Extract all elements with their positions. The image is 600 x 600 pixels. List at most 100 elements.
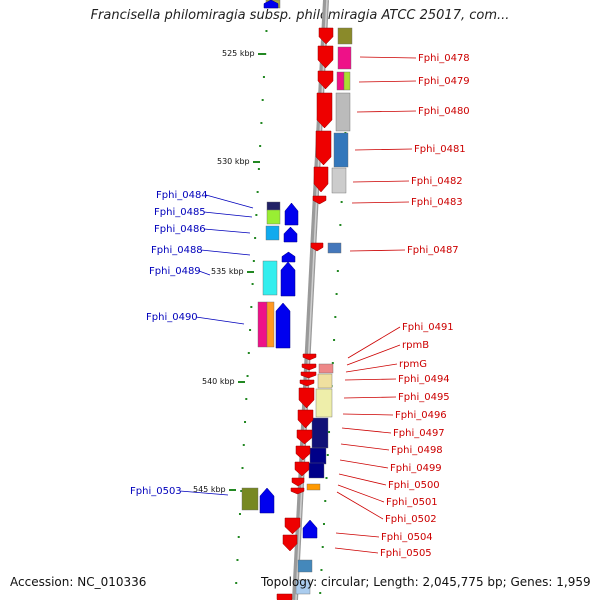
scale-tick-label: 545 kbp <box>193 485 226 494</box>
forward-gene-arrow <box>296 429 313 445</box>
gene-label-left: Fphi_0503 <box>130 486 182 497</box>
gene-label-right: Fphi_0491 <box>402 322 454 333</box>
leader-line <box>342 413 394 416</box>
ruler-dot <box>252 260 255 262</box>
ruler-dot <box>340 201 343 203</box>
forward-gene-arrow <box>284 517 301 535</box>
gene-labels: Fphi_0478 Fphi_0479 Fphi_0480 Fphi_0481 Fphi… <box>130 53 470 559</box>
ruler-dot <box>242 444 245 446</box>
ruler-dot <box>335 293 338 295</box>
accession-text: Accession: NC_010336 <box>10 575 147 589</box>
ruler-dot <box>246 375 249 377</box>
ruler-dot <box>261 99 264 101</box>
cog-block <box>327 242 342 254</box>
forward-gene-arrow <box>318 27 334 45</box>
ruler-dot <box>241 467 244 469</box>
leader-line <box>343 396 397 399</box>
forward-gene-arrow <box>298 387 315 409</box>
ruler-dot <box>245 398 248 400</box>
ruler-dot <box>236 559 239 561</box>
forward-gene-arrow <box>317 45 334 69</box>
gene-label-right: Fphi_0487 <box>407 245 459 256</box>
leader-line <box>203 228 251 234</box>
ruler-dot <box>336 270 339 272</box>
forward-gene-arrow <box>290 487 305 495</box>
gene-label-right: Fphi_0480 <box>418 106 470 117</box>
leader-line <box>356 110 417 113</box>
ruler-dot <box>247 352 250 354</box>
gene-label-right: Fphi_0482 <box>411 176 463 187</box>
scale-tick-mark <box>229 489 236 491</box>
cog-block <box>337 27 353 45</box>
forward-gene-arrow <box>282 534 298 552</box>
ruler-dot <box>328 431 331 433</box>
leader-line <box>351 201 410 204</box>
leader-line <box>346 344 401 366</box>
ruler-dot <box>251 283 254 285</box>
cog-block <box>266 209 281 225</box>
ruler-dot <box>257 168 260 170</box>
gene-label-left: Fphi_0485 <box>154 207 206 218</box>
leader-line <box>337 484 385 503</box>
gene-label-right: Fphi_0494 <box>398 374 450 385</box>
leader-line <box>338 473 387 486</box>
ruler-dot <box>319 592 322 594</box>
scale-ticks: 525 kbp 530 kbp 535 kbp 540 kbp 545 kbp <box>193 49 265 494</box>
gene-label-right: Fphi_0483 <box>411 197 463 208</box>
cog-block <box>336 71 345 91</box>
leader-line <box>358 80 417 83</box>
leader-line <box>200 249 251 256</box>
cog-block <box>257 301 268 348</box>
cog-color-blocks <box>241 0 353 595</box>
map-title: Francisella philomiragia subsp. philomir… <box>90 8 510 23</box>
ruler-dot <box>339 224 342 226</box>
ruler-dot <box>238 513 241 515</box>
ruler-dot <box>262 76 265 78</box>
ruler-dot <box>264 53 267 55</box>
ruler-dot <box>249 329 252 331</box>
cog-block <box>309 447 327 465</box>
cog-block <box>295 579 311 595</box>
cog-block <box>343 71 351 91</box>
leader-line <box>336 491 384 520</box>
gene-label-right: Fphi_0502 <box>385 514 437 525</box>
forward-gene-arrow <box>317 70 334 90</box>
cog-block <box>337 46 352 70</box>
forward-gene-arrow <box>299 379 315 387</box>
ruler-dot <box>256 191 259 193</box>
leader-line <box>339 459 389 469</box>
leader-line <box>179 490 229 496</box>
forward-gene-arrow <box>316 92 333 129</box>
cog-block <box>297 559 313 573</box>
reverse-gene-arrow <box>275 302 291 349</box>
genome-backbone <box>292 0 329 600</box>
cog-block <box>333 132 349 168</box>
cog-block <box>262 260 278 296</box>
forward-gene-arrow <box>294 461 310 477</box>
ruler-dot <box>322 523 325 525</box>
reverse-gene-arrow <box>263 0 279 9</box>
leader-line <box>359 56 417 59</box>
reverse-gene-arrow <box>302 519 318 539</box>
gene-label-right: Fphi_0478 <box>418 53 470 64</box>
ruler-dot <box>333 339 336 341</box>
ruler-dot <box>244 421 247 423</box>
gene-label-right: rpmG <box>399 359 427 370</box>
gene-label-right: Fphi_0481 <box>414 144 466 155</box>
scale-tick-label: 525 kbp <box>222 49 255 58</box>
gene-label-left: Fphi_0486 <box>154 224 206 235</box>
gene-label-left: Fphi_0490 <box>146 312 198 323</box>
leader-line <box>354 148 413 151</box>
forward-gene-arrow <box>300 371 317 379</box>
cog-block <box>311 417 329 449</box>
leader-line <box>205 194 254 209</box>
leader-line <box>344 378 397 381</box>
cog-block <box>317 373 333 389</box>
leader-line <box>340 443 390 451</box>
topology-text: Topology: circular; Length: 2,045,775 bp… <box>261 575 591 589</box>
forward-gene-arrow <box>302 353 317 361</box>
gene-label-right: Fphi_0479 <box>418 76 470 87</box>
ruler-dot <box>324 500 327 502</box>
scale-tick-label: 535 kbp <box>211 267 244 276</box>
